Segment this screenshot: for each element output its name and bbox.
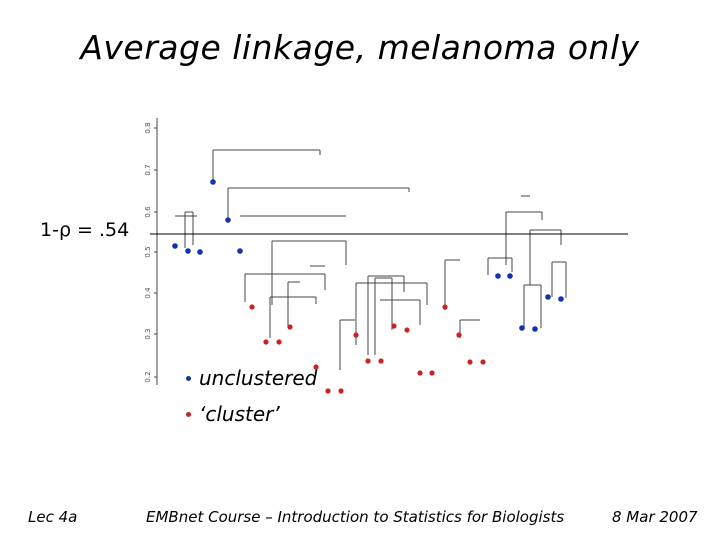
leaf-unclustered xyxy=(495,273,501,279)
slide-title: Average linkage, melanoma only xyxy=(80,28,640,67)
leaf-cluster xyxy=(353,332,359,338)
leaf-cluster xyxy=(456,332,462,338)
leaf-cluster xyxy=(404,327,410,333)
leaf-cluster xyxy=(249,304,255,310)
leaf-unclustered xyxy=(519,325,525,331)
leaf-unclustered xyxy=(172,243,178,249)
legend-marker-cluster xyxy=(186,411,191,417)
leaf-unclustered xyxy=(507,273,513,279)
leaf-cluster xyxy=(429,370,435,376)
leaf-unclustered xyxy=(237,248,243,254)
footer-center: EMBnet Course – Introduction to Statisti… xyxy=(146,508,565,526)
leaf-cluster xyxy=(365,358,371,364)
leaf-unclustered xyxy=(558,296,564,302)
leaf-cluster xyxy=(276,339,282,345)
leaf-cluster xyxy=(480,359,486,365)
leaf-cluster xyxy=(417,370,423,376)
y-axis-tick-label: 0.7 xyxy=(144,164,152,175)
legend-label-cluster: ‘cluster’ xyxy=(199,402,280,426)
leaf-cluster xyxy=(287,324,293,330)
y-axis-tick-label: 0.8 xyxy=(144,122,152,133)
legend-item-unclustered: unclustered xyxy=(186,366,317,390)
threshold-label: 1-ρ = .54 xyxy=(40,219,130,241)
legend-marker-unclustered xyxy=(186,375,191,381)
leaf-unclustered xyxy=(197,249,203,255)
leaf-unclustered xyxy=(545,294,551,300)
leaf-unclustered xyxy=(225,217,231,223)
leaf-cluster xyxy=(263,339,269,345)
y-axis-tick-label: 0.4 xyxy=(144,287,152,299)
y-axis-tick-label: 0.2 xyxy=(144,371,152,382)
leaf-cluster xyxy=(391,323,397,329)
footer-right: 8 Mar 2007 xyxy=(612,508,698,526)
leaf-unclustered xyxy=(185,248,191,254)
leaf-cluster xyxy=(442,304,448,310)
dendrogram-tree xyxy=(175,149,567,370)
y-axis-tick-label: 0.6 xyxy=(144,206,152,218)
leaf-unclustered xyxy=(532,326,538,332)
legend-label-unclustered: unclustered xyxy=(199,366,318,390)
footer-left: Lec 4a xyxy=(28,508,78,526)
y-axis-tick-label: 0.5 xyxy=(144,246,152,257)
y-axis-tick-label: 0.3 xyxy=(144,328,152,339)
leaf-unclustered xyxy=(210,179,216,185)
leaf-cluster xyxy=(467,359,473,365)
legend-item-cluster: ‘cluster’ xyxy=(186,402,280,426)
leaf-cluster xyxy=(378,358,384,364)
leaf-cluster xyxy=(338,388,344,394)
dendrogram-leaves xyxy=(172,179,564,394)
leaf-cluster xyxy=(325,388,331,394)
y-axis: 0.8 0.7 0.6 0.5 0.4 0.3 0.2 xyxy=(144,118,158,385)
leaf-cluster xyxy=(313,364,319,370)
